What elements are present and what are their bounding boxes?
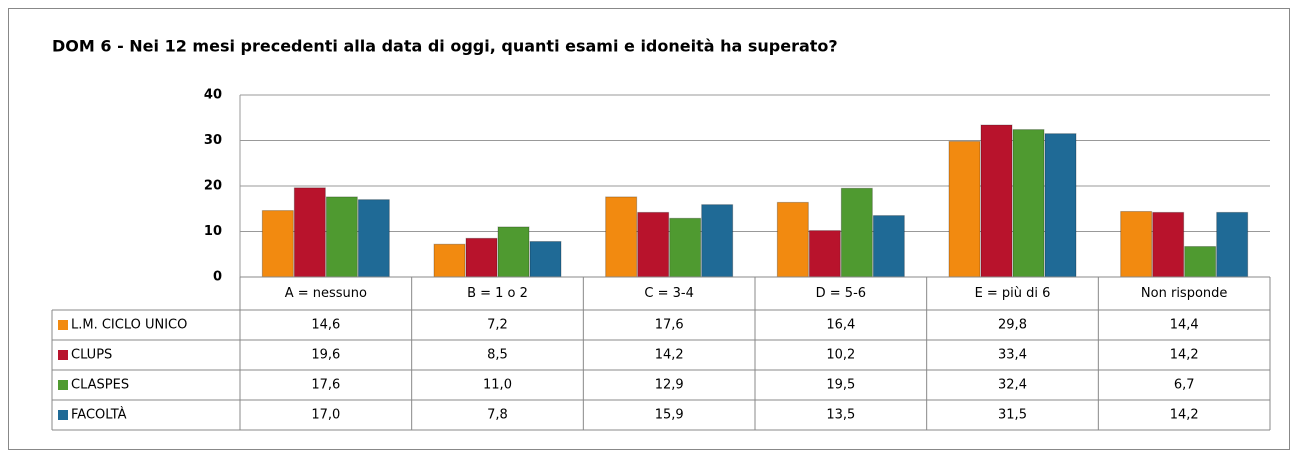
y-tick-label: 30 (204, 133, 222, 148)
bar (1120, 210, 1153, 278)
legend-label: CLUPS (71, 348, 112, 363)
data-label: 31,5 (998, 408, 1027, 423)
data-label: 33,4 (998, 348, 1027, 363)
data-label: 17,6 (655, 318, 684, 333)
bar (465, 237, 498, 278)
bar (325, 196, 358, 278)
bar (840, 187, 873, 278)
data-label: 29,8 (998, 318, 1027, 333)
data-label: 32,4 (998, 378, 1027, 393)
y-tick-label: 10 (204, 224, 222, 239)
bar (605, 196, 638, 278)
bar (1044, 133, 1077, 278)
legend-label: CLASPES (71, 378, 129, 393)
bar (637, 211, 670, 278)
data-label: 13,5 (826, 408, 855, 423)
data-label: 10,2 (826, 348, 855, 363)
bar (261, 210, 294, 278)
chart-title: DOM 6 - Nei 12 mesi precedenti alla data… (52, 37, 838, 56)
legend-swatch (58, 380, 68, 390)
x-tick-label: A = nessuno (285, 286, 367, 301)
y-tick-label: 40 (204, 88, 222, 103)
data-label: 17,0 (311, 408, 340, 423)
data-label: 14,2 (1170, 348, 1199, 363)
bar (948, 140, 981, 278)
data-label: 7,8 (487, 408, 508, 423)
bar (808, 230, 841, 278)
bar (1012, 129, 1045, 278)
y-tick-label: 0 (213, 270, 222, 285)
bar (497, 226, 530, 278)
bar (669, 217, 702, 278)
legend-swatch (58, 410, 68, 420)
data-label: 14,2 (655, 348, 684, 363)
bar (701, 204, 734, 278)
x-tick-label: C = 3-4 (644, 286, 693, 301)
x-tick-label: E = più di 6 (975, 286, 1051, 301)
bar (433, 243, 466, 278)
data-label: 19,5 (826, 378, 855, 393)
legend-swatch (58, 350, 68, 360)
data-label: 15,9 (655, 408, 684, 423)
data-label: 14,4 (1170, 318, 1199, 333)
data-label: 12,9 (655, 378, 684, 393)
bar (980, 124, 1013, 278)
bar (357, 199, 390, 278)
y-tick-label: 20 (204, 179, 222, 194)
data-label: 17,6 (311, 378, 340, 393)
x-tick-label: B = 1 o 2 (467, 286, 528, 301)
bar (1216, 211, 1249, 278)
x-tick-label: Non risponde (1141, 286, 1227, 301)
data-label: 11,0 (483, 378, 512, 393)
data-label: 7,2 (487, 318, 508, 333)
data-label: 19,6 (311, 348, 340, 363)
bar (776, 201, 809, 278)
data-label: 6,7 (1174, 378, 1195, 393)
legend-label: L.M. CICLO UNICO (71, 318, 187, 333)
x-tick-label: D = 5-6 (816, 286, 866, 301)
legend-swatch (58, 320, 68, 330)
bar (293, 187, 326, 278)
bar (872, 215, 905, 278)
data-label: 14,6 (311, 318, 340, 333)
data-label: 14,2 (1170, 408, 1199, 423)
data-label: 16,4 (826, 318, 855, 333)
legend-label: FACOLTÀ (71, 407, 127, 423)
bar (529, 241, 562, 278)
data-label: 8,5 (487, 348, 508, 363)
bar (1152, 211, 1185, 278)
bar (1184, 246, 1217, 278)
